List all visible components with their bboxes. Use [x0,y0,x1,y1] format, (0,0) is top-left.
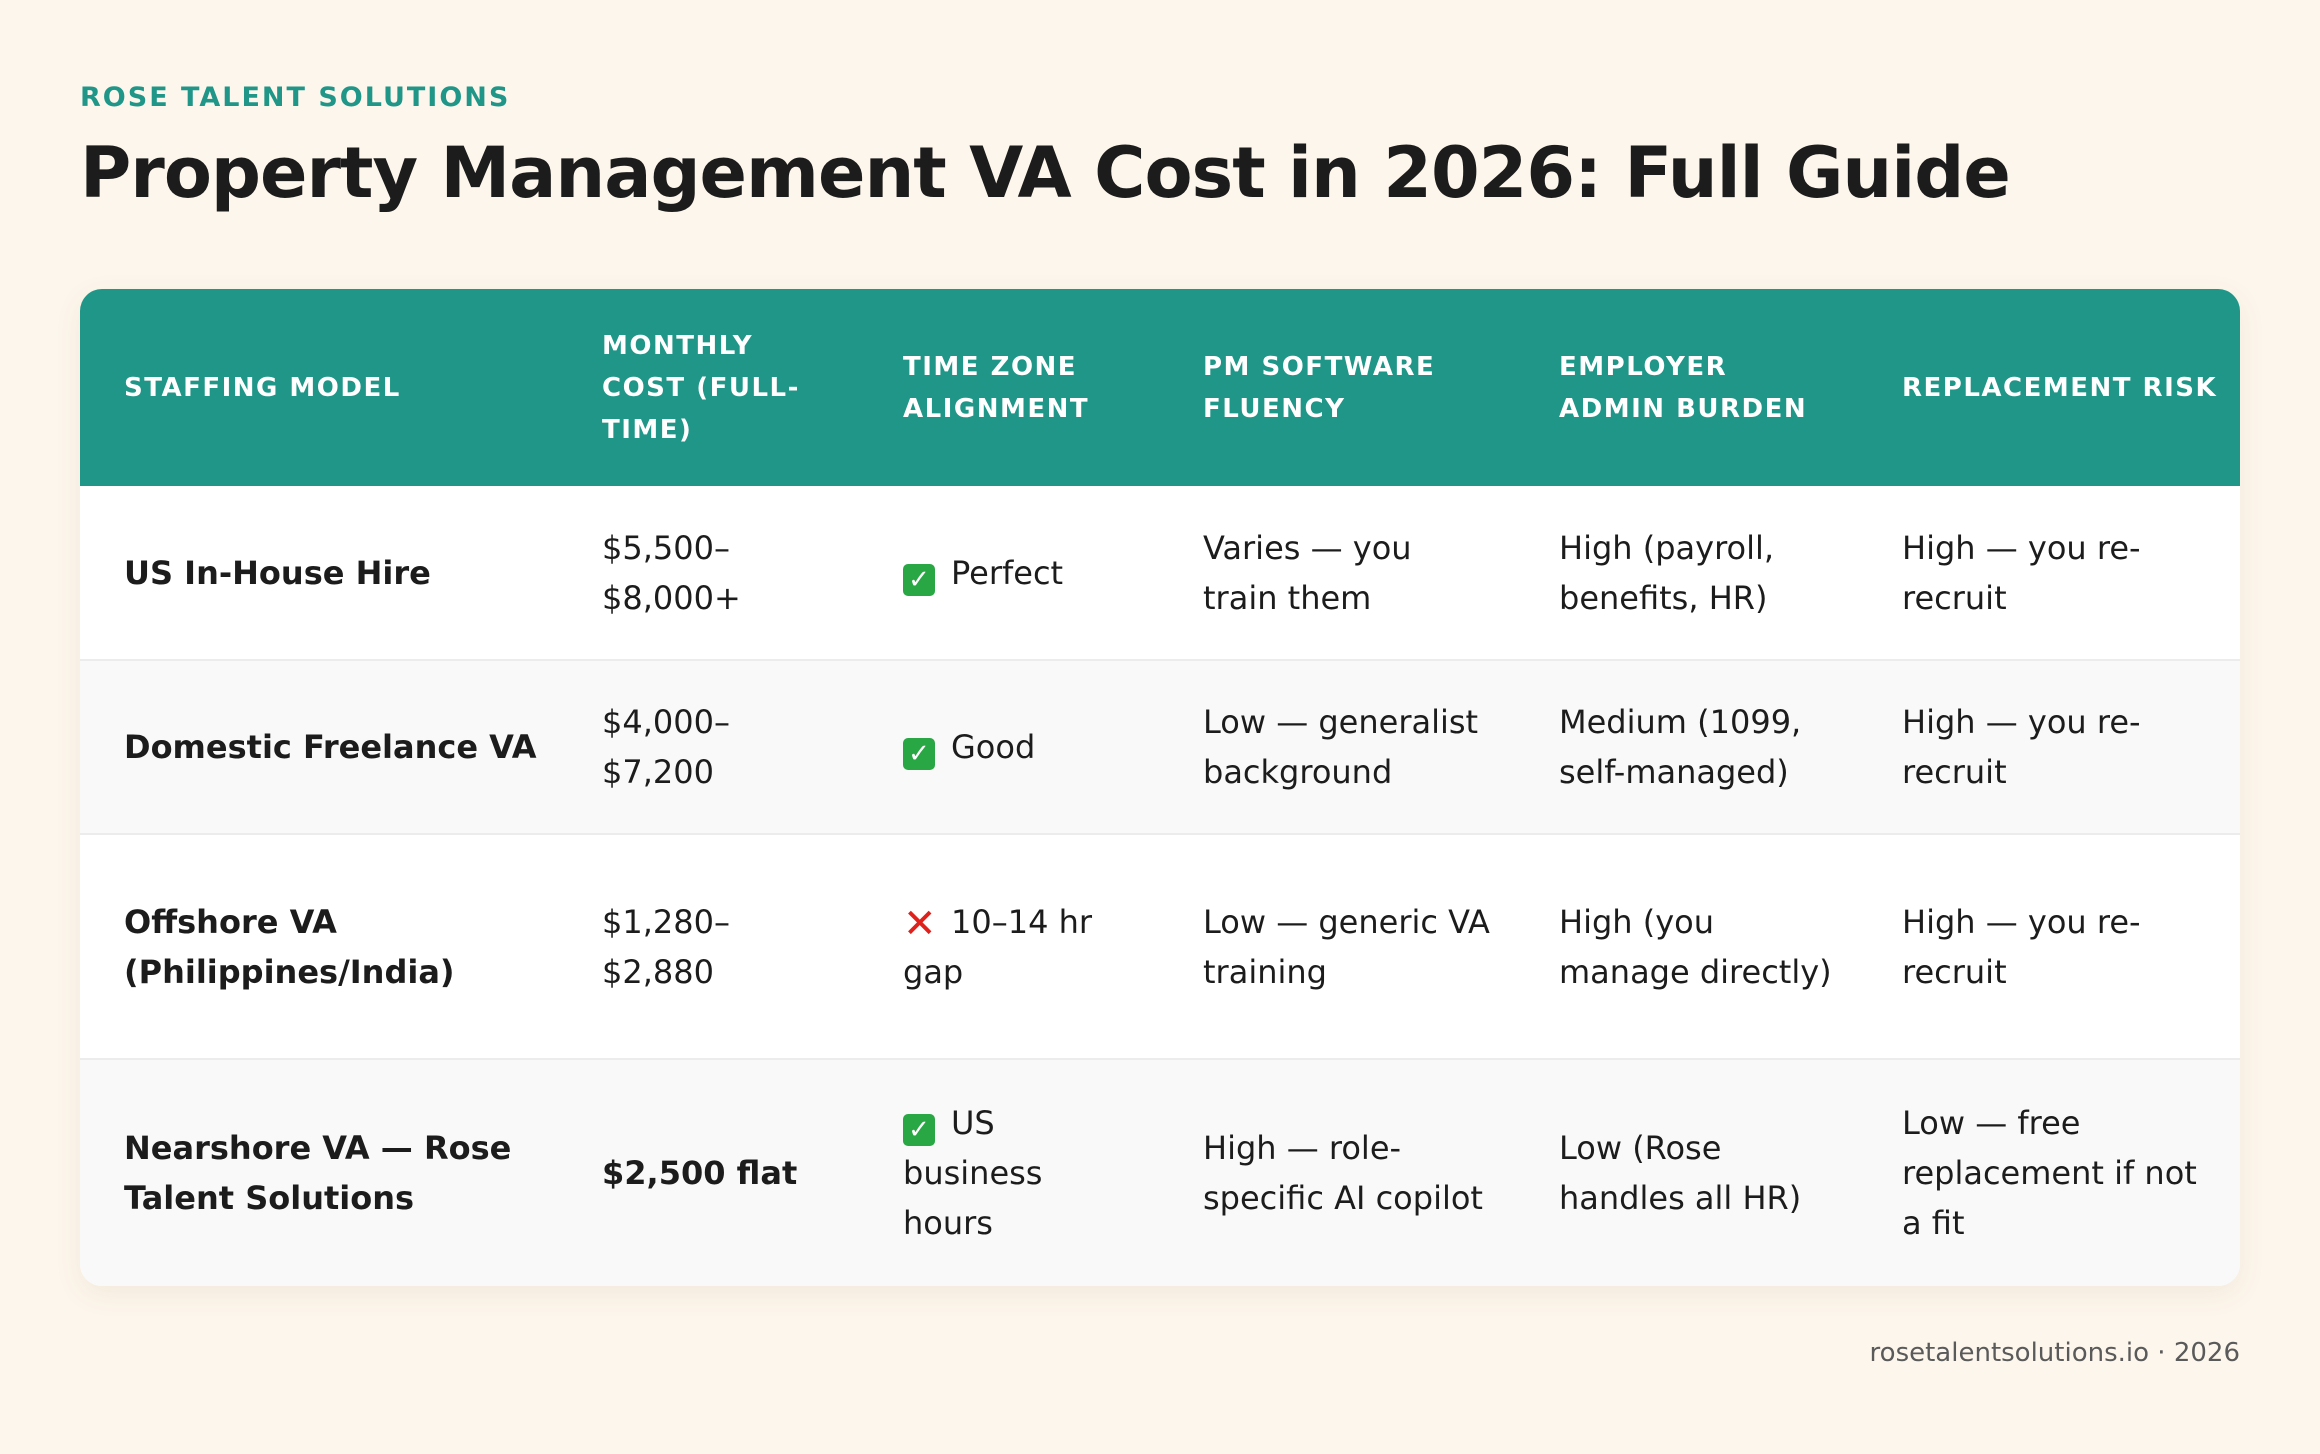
cell-time-zone: ✓ US business hours [859,1098,1159,1248]
column-header-staffing-model: STAFFING MODEL [124,372,401,403]
cell-replacement-risk: High — you re-recruit [1902,703,2141,791]
cell-admin-burden: Low (Rose handles all HR) [1559,1129,1802,1217]
cross-icon: ✕ [903,900,937,947]
cell-replacement-risk: Low — free replacement if not a fit [1902,1104,2197,1242]
cell-time-zone: ✓ Good [859,722,1159,772]
brand-eyebrow: ROSE TALENT SOLUTIONS [80,82,511,113]
cell-replacement-risk: High — you re-recruit [1902,902,2141,991]
cell-monthly-cost: $2,500 flat [602,1154,798,1192]
cell-staffing-model: Offshore VA (Philippines/India) [124,902,455,991]
cell-pm-software: Low — generic VA training [1203,902,1490,991]
check-icon: ✓ [903,1114,935,1146]
cell-replacement-risk: High — you re-recruit [1902,528,2141,617]
cell-pm-software: Varies — you train them [1203,528,1412,617]
cell-time-zone: ✕ 10–14 hr gap [859,897,1159,997]
cell-staffing-model: Domestic Freelance VA [124,728,537,766]
cell-monthly-cost: $1,280–$2,880 [602,902,730,991]
page-title: Property Management VA Cost in 2026: Ful… [80,132,2011,214]
time-zone-label: 10–14 hr gap [903,902,1093,991]
cell-monthly-cost: $5,500–$8,000+ [602,528,741,617]
comparison-table: STAFFING MODEL MONTHLY COST (FULL-TIME) … [80,289,2240,1286]
time-zone-label: Good [951,728,1036,766]
table-row: Domestic Freelance VA $4,000–$7,200 ✓ Goo… [80,661,2240,835]
column-header-admin-burden: EMPLOYER ADMIN BURDEN [1559,351,1808,424]
cell-time-zone: ✓ Perfect [859,548,1159,598]
cell-staffing-model: US In-House Hire [124,553,431,592]
column-header-time-zone: TIME ZONE ALIGNMENT [903,351,1090,424]
check-icon: ✓ [903,563,935,596]
footer-credit: rosetalentsolutions.io · 2026 [1869,1338,2240,1368]
column-header-replacement-risk: REPLACEMENT RISK [1902,372,2218,403]
cell-staffing-model: Nearshore VA — Rose Talent Solutions [124,1129,512,1217]
cell-admin-burden: High (payroll, benefits, HR) [1559,528,1775,617]
table-header-row: STAFFING MODEL MONTHLY COST (FULL-TIME) … [80,289,2240,486]
cell-admin-burden: Medium (1099, self-managed) [1559,703,1802,791]
cell-pm-software: High — role-specific AI copilot [1203,1129,1483,1217]
table-row: Nearshore VA — Rose Talent Solutions $2,… [80,1060,2240,1286]
column-header-pm-software: PM SOFTWARE FLUENCY [1203,351,1436,424]
table-row: Offshore VA (Philippines/India) $1,280–$… [80,835,2240,1060]
time-zone-label: US business hours [903,1104,1043,1242]
cell-pm-software: Low — generalist background [1203,703,1479,791]
check-icon: ✓ [903,738,935,770]
time-zone-label: Perfect [951,553,1064,592]
column-header-monthly-cost: MONTHLY COST (FULL-TIME) [602,330,800,445]
cell-monthly-cost: $4,000–$7,200 [602,703,730,791]
table-row: US In-House Hire $5,500–$8,000+ ✓ Perfect… [80,486,2240,661]
cell-admin-burden: High (you manage directly) [1559,902,1832,991]
